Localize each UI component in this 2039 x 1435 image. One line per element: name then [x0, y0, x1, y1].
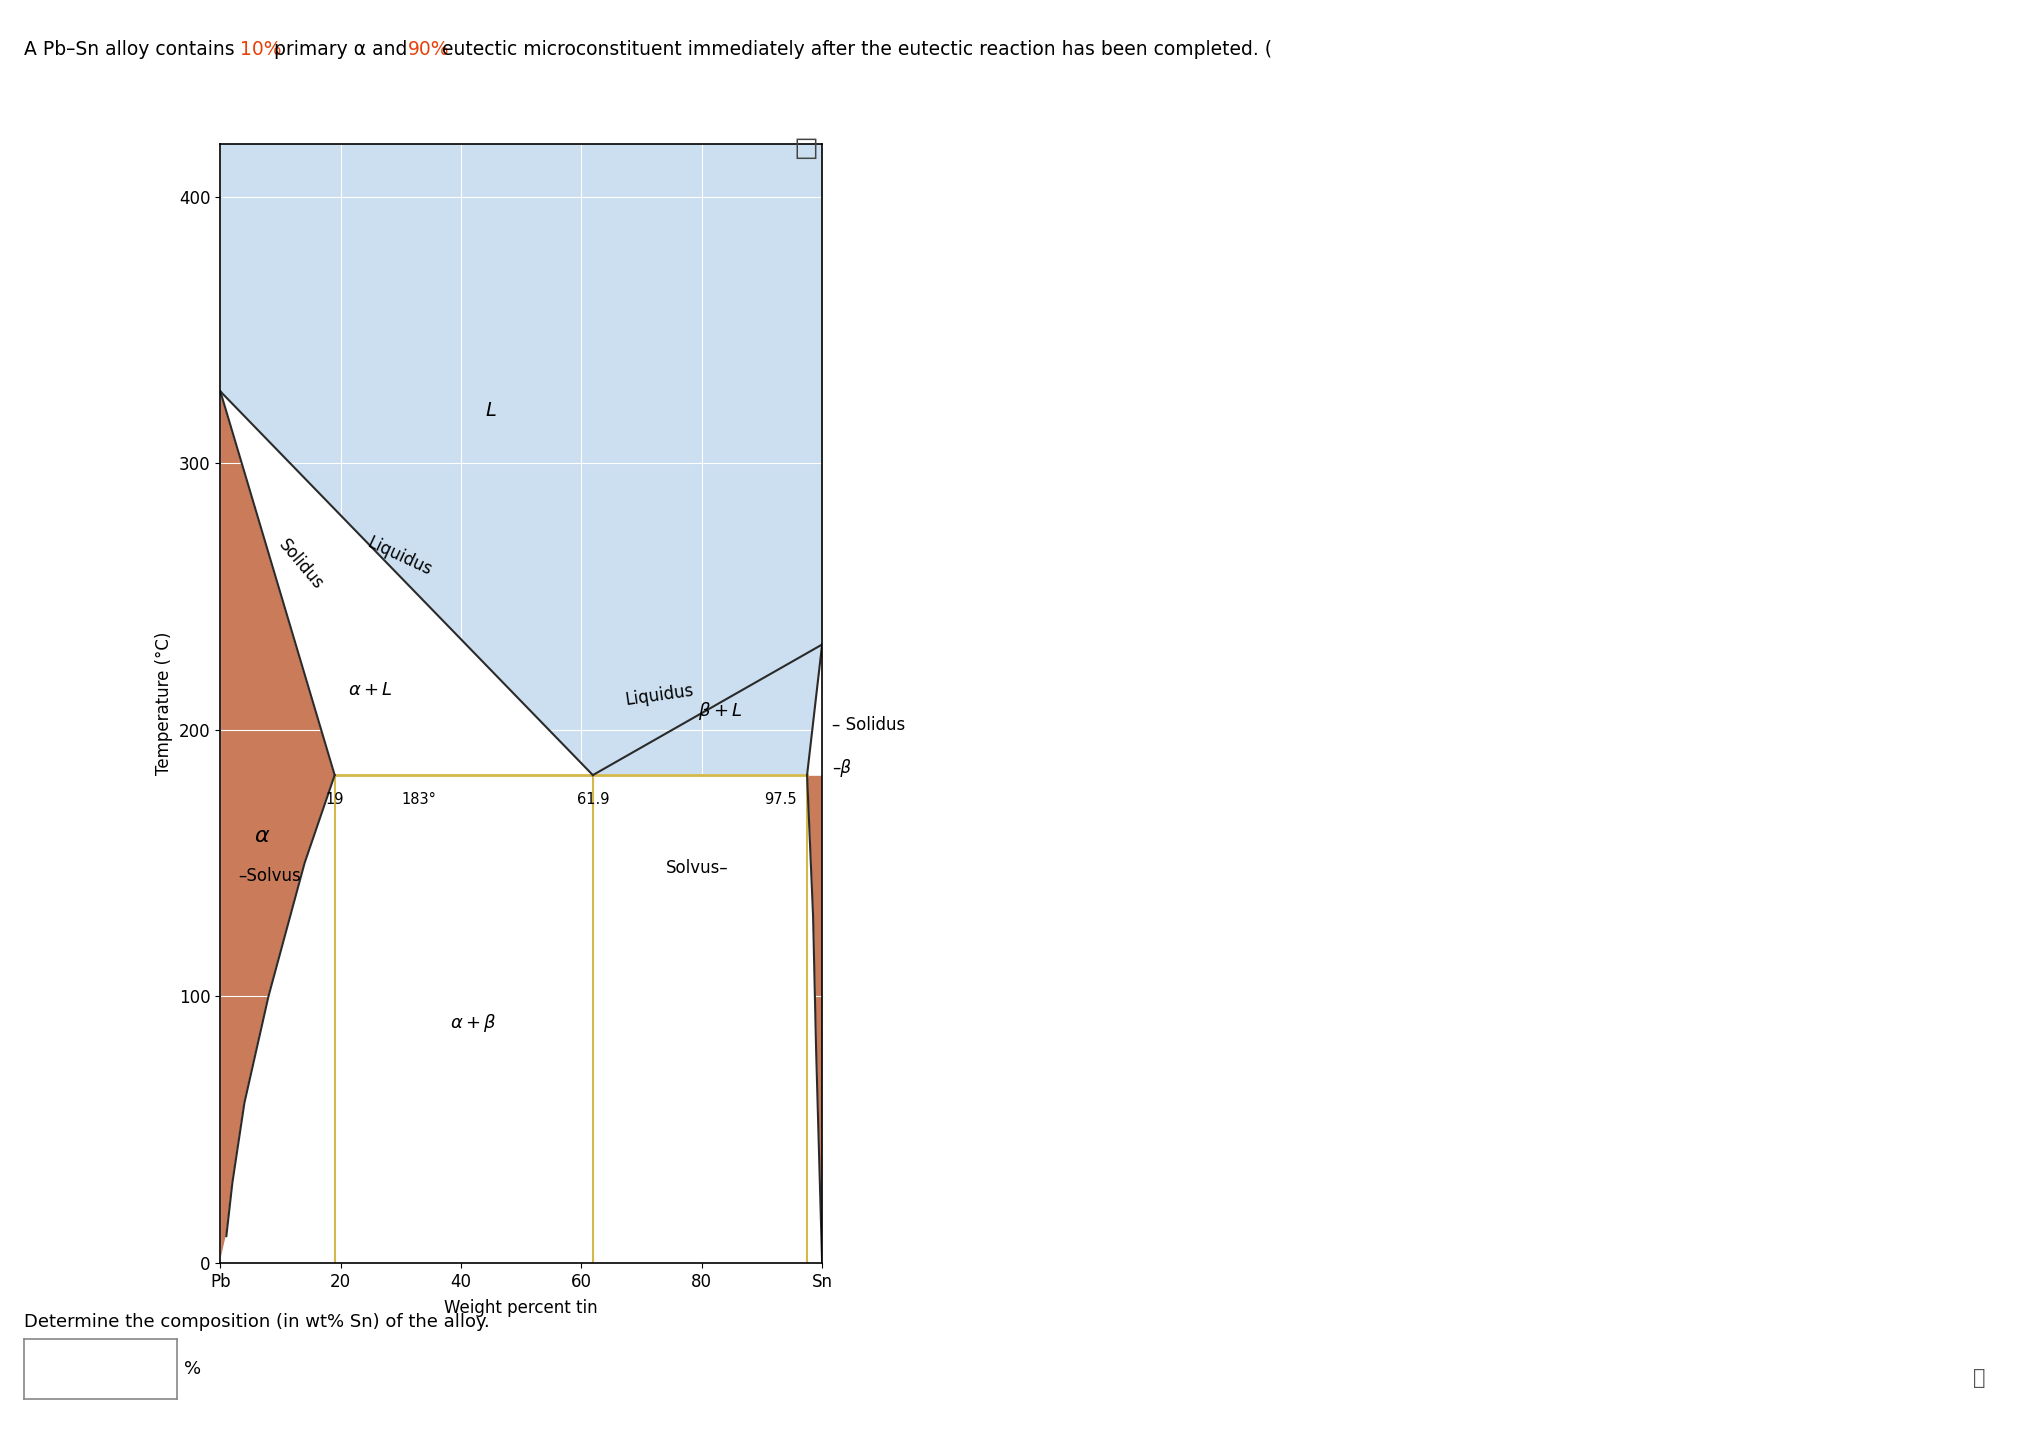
- Text: $L$: $L$: [485, 400, 498, 419]
- Text: 97.5: 97.5: [763, 792, 795, 806]
- Y-axis label: Temperature (°C): Temperature (°C): [155, 631, 173, 775]
- Polygon shape: [593, 644, 822, 775]
- Text: – Solidus: – Solidus: [832, 716, 905, 733]
- X-axis label: Weight percent tin: Weight percent tin: [445, 1299, 597, 1317]
- Text: 183°: 183°: [402, 792, 436, 806]
- Text: 10%: 10%: [241, 40, 281, 59]
- Text: ⓘ: ⓘ: [1972, 1368, 1984, 1388]
- Text: $\beta + L$: $\beta + L$: [697, 700, 742, 722]
- Text: Liquidus: Liquidus: [365, 534, 434, 580]
- Text: eutectic microconstituent immediately after the eutectic reaction has been compl: eutectic microconstituent immediately af…: [436, 40, 1272, 59]
- Text: Solvus–: Solvus–: [665, 860, 728, 877]
- Polygon shape: [220, 775, 822, 1263]
- Text: %: %: [184, 1360, 200, 1378]
- Text: ☐: ☐: [793, 136, 818, 165]
- Text: –β: –β: [832, 759, 850, 776]
- Polygon shape: [807, 644, 822, 1263]
- Text: Solidus: Solidus: [275, 535, 326, 593]
- Text: Liquidus: Liquidus: [624, 682, 693, 709]
- Text: $\alpha + \beta$: $\alpha + \beta$: [449, 1012, 495, 1035]
- Text: A Pb–Sn alloy contains: A Pb–Sn alloy contains: [24, 40, 241, 59]
- Text: $\alpha + L$: $\alpha + L$: [349, 680, 394, 699]
- Text: primary α and: primary α and: [267, 40, 414, 59]
- Text: 19: 19: [326, 792, 345, 806]
- Text: Determine the composition (in wt% Sn) of the alloy.: Determine the composition (in wt% Sn) of…: [24, 1313, 489, 1332]
- Text: $\alpha$: $\alpha$: [255, 827, 271, 847]
- Polygon shape: [220, 392, 334, 1263]
- Text: 61.9: 61.9: [577, 792, 610, 806]
- Text: –Solvus: –Solvus: [239, 867, 302, 885]
- Polygon shape: [220, 392, 593, 775]
- Text: 90%: 90%: [408, 40, 449, 59]
